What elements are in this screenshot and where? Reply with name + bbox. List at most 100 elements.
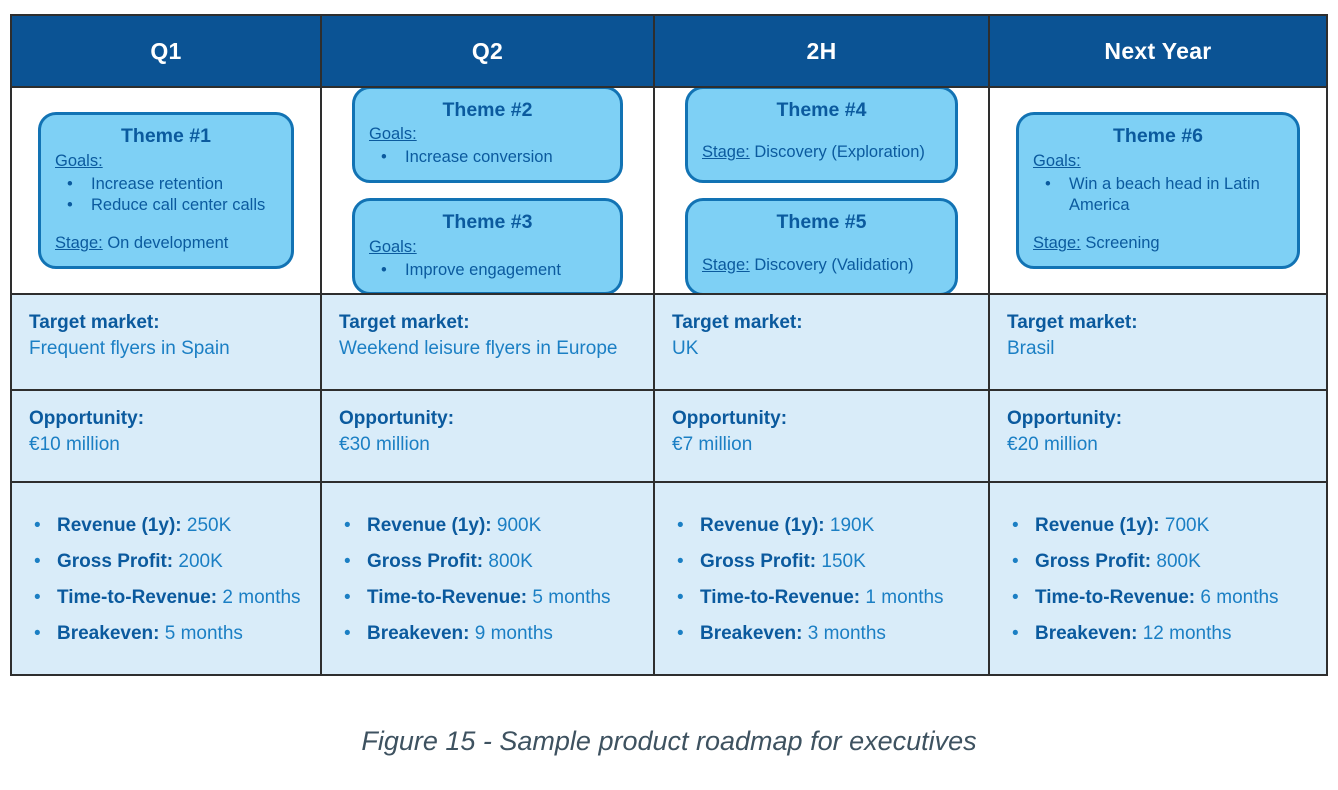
metric-value: 5 months <box>532 587 611 608</box>
metric-item: Revenue (1y): 190K <box>669 515 976 537</box>
opportunity-value: €20 million <box>1007 434 1098 456</box>
metric-label: Time-to-Revenue: <box>1035 587 1196 608</box>
metric-item: Time-to-Revenue: 5 months <box>336 587 641 609</box>
metric-item: Gross Profit: 800K <box>1004 551 1314 573</box>
metric-item: Time-to-Revenue: 2 months <box>26 587 308 609</box>
metrics-cell-next-year: Revenue (1y): 700K Gross Profit: 800K Ti… <box>990 483 1326 674</box>
goal-item: Increase retention <box>55 174 277 196</box>
metric-item: Revenue (1y): 900K <box>336 515 641 537</box>
theme-card-2: Theme #2 Goals: Increase conversion <box>352 88 623 183</box>
theme-title: Theme #6 <box>1113 125 1203 148</box>
metric-value: 12 months <box>1142 623 1232 644</box>
column-header-next-year: Next Year <box>990 16 1326 88</box>
metric-item: Gross Profit: 150K <box>669 551 976 573</box>
goal-item: Improve engagement <box>369 260 606 282</box>
opportunity-label: Opportunity: <box>1007 408 1123 429</box>
opportunity-cell-q1: Opportunity: €10 million <box>12 391 322 483</box>
metric-value: 250K <box>186 515 232 536</box>
metric-item: Time-to-Revenue: 6 months <box>1004 587 1314 609</box>
metric-value: 6 months <box>1200 587 1279 608</box>
theme-title: Theme #3 <box>442 211 533 233</box>
opportunity-value: €7 million <box>672 434 753 456</box>
metric-label: Revenue (1y): <box>700 515 825 536</box>
metric-list: Revenue (1y): 250K Gross Profit: 200K Ti… <box>26 515 308 645</box>
metric-label: Gross Profit: <box>1035 551 1152 572</box>
theme-cell-q1: Theme #1 Goals: Increase retention Reduc… <box>12 88 322 295</box>
theme-cell-q2: Theme #2 Goals: Increase conversion Them… <box>322 88 655 295</box>
opportunity-value: €10 million <box>29 434 120 456</box>
metric-item: Revenue (1y): 250K <box>26 515 308 537</box>
stage-label: Stage: <box>1033 234 1081 253</box>
stage-label: Stage: <box>55 234 103 253</box>
metrics-cell-q2: Revenue (1y): 900K Gross Profit: 800K Ti… <box>322 483 655 674</box>
target-market-value: Weekend leisure flyers in Europe <box>339 338 618 360</box>
metric-value: 5 months <box>164 623 243 644</box>
metric-label: Revenue (1y): <box>367 515 492 536</box>
metric-list: Revenue (1y): 190K Gross Profit: 150K Ti… <box>669 515 976 645</box>
metric-label: Breakeven: <box>700 623 803 644</box>
goal-list: Win a beach head in Latin America <box>1033 174 1283 218</box>
goal-item: Win a beach head in Latin America <box>1033 174 1283 218</box>
metric-label: Gross Profit: <box>367 551 484 572</box>
metric-label: Gross Profit: <box>700 551 817 572</box>
metric-label: Revenue (1y): <box>57 515 182 536</box>
target-market-value: UK <box>672 338 699 360</box>
target-market-value: Frequent flyers in Spain <box>29 338 230 360</box>
metric-value: 200K <box>178 551 223 572</box>
figure-caption: Figure 15 - Sample product roadmap for e… <box>361 726 977 756</box>
metric-value: 150K <box>821 551 866 572</box>
metric-value: 700K <box>1164 515 1210 536</box>
opportunity-label: Opportunity: <box>29 408 145 429</box>
metric-item: Gross Profit: 800K <box>336 551 641 573</box>
theme-title: Theme #5 <box>776 211 867 233</box>
metric-list: Revenue (1y): 900K Gross Profit: 800K Ti… <box>336 515 641 645</box>
metric-value: 2 months <box>222 587 301 608</box>
opportunity-label: Opportunity: <box>672 408 788 429</box>
goal-list: Increase retention Reduce call center ca… <box>55 174 277 218</box>
goals-label: Goals: <box>55 151 103 170</box>
theme-title: Theme #4 <box>776 98 867 121</box>
target-market-cell-2h: Target market: UK <box>655 295 990 391</box>
opportunity-cell-q2: Opportunity: €30 million <box>322 391 655 483</box>
theme-card-5: Theme #5 Stage: Discovery (Validation) <box>685 198 958 293</box>
column-header-q1: Q1 <box>12 16 322 88</box>
opportunity-cell-2h: Opportunity: €7 million <box>655 391 990 483</box>
metric-item: Time-to-Revenue: 1 months <box>669 587 976 609</box>
metric-value: 3 months <box>807 623 886 644</box>
theme-card-6: Theme #6 Goals: Win a beach head in Lati… <box>1016 112 1300 269</box>
stage-value: Screening <box>1085 234 1160 253</box>
stage-label: Stage: <box>702 255 750 274</box>
stage-line: Stage: Discovery (Validation) <box>702 255 941 277</box>
theme-card-4: Theme #4 Stage: Discovery (Exploration) <box>685 88 958 183</box>
metric-label: Breakeven: <box>57 623 160 644</box>
stage-line: Stage: On development <box>55 233 277 255</box>
metric-value: 800K <box>488 551 533 572</box>
metric-label: Time-to-Revenue: <box>367 587 528 608</box>
opportunity-cell-next-year: Opportunity: €20 million <box>990 391 1326 483</box>
theme-card-1: Theme #1 Goals: Increase retention Reduc… <box>38 112 294 269</box>
metric-label: Time-to-Revenue: <box>700 587 861 608</box>
target-market-cell-next-year: Target market: Brasil <box>990 295 1326 391</box>
stage-label: Stage: <box>702 143 750 162</box>
target-market-label: Target market: <box>1007 312 1138 333</box>
stage-value: Discovery (Validation) <box>754 255 914 274</box>
stage-line: Stage: Screening <box>1033 233 1283 255</box>
opportunity-value: €30 million <box>339 434 430 456</box>
target-market-label: Target market: <box>29 312 160 333</box>
metric-item: Breakeven: 12 months <box>1004 623 1314 645</box>
metric-item: Breakeven: 9 months <box>336 623 641 645</box>
metric-value: 1 months <box>865 587 944 608</box>
metric-value: 800K <box>1156 551 1201 572</box>
target-market-label: Target market: <box>672 312 803 333</box>
theme-cell-next-year: Theme #6 Goals: Win a beach head in Lati… <box>990 88 1326 295</box>
metric-item: Breakeven: 5 months <box>26 623 308 645</box>
target-market-cell-q1: Target market: Frequent flyers in Spain <box>12 295 322 391</box>
goal-item: Reduce call center calls <box>55 195 277 217</box>
opportunity-label: Opportunity: <box>339 408 455 429</box>
theme-cell-2h: Theme #4 Stage: Discovery (Exploration) … <box>655 88 990 295</box>
goal-list: Increase conversion <box>369 147 606 169</box>
theme-title: Theme #2 <box>442 98 533 121</box>
roadmap-table: Q1 Q2 2H Next Year Theme #1 Goals: Incre… <box>10 14 1328 676</box>
target-market-label: Target market: <box>339 312 470 333</box>
goal-item: Increase conversion <box>369 147 606 169</box>
